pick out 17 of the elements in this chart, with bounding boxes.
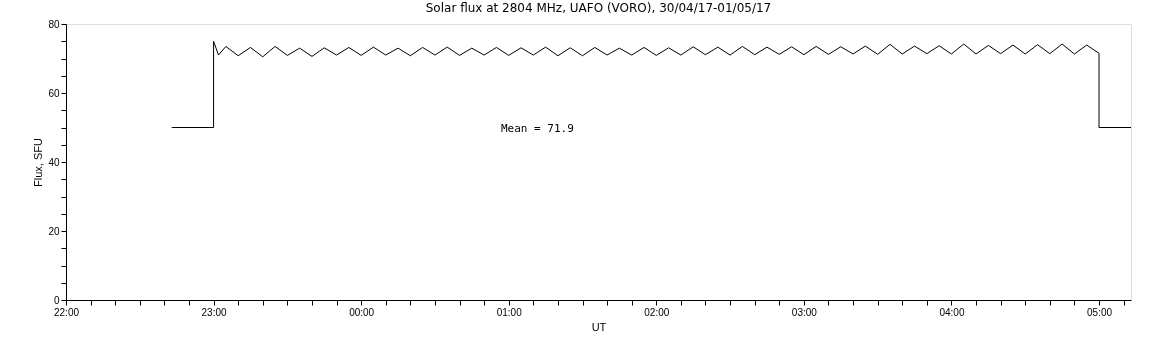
y-tick-label: 20 xyxy=(48,225,60,237)
x-tick-label: 02:00 xyxy=(644,306,670,318)
y-tick-label: 60 xyxy=(48,87,60,99)
y-tick-label: 0 xyxy=(53,294,60,306)
x-axis-title: UT xyxy=(591,320,607,333)
y-tick-label: 40 xyxy=(48,156,60,168)
x-tick-label: 04:00 xyxy=(939,306,965,318)
x-tick-label: 23:00 xyxy=(201,306,228,318)
y-tick-label: 80 xyxy=(48,18,60,30)
chart-title: Solar flux at 2804 MHz, UAFO (VORO), 30/04/17-01/05/17 xyxy=(425,1,772,15)
annotation: Mean = 71.9 xyxy=(501,122,574,135)
x-tick-label: 01:00 xyxy=(496,306,523,318)
y-axis-title: Flux, SFU xyxy=(32,138,45,187)
x-tick-label: 05:00 xyxy=(1087,306,1113,318)
x-tick-label: 22:00 xyxy=(53,306,80,318)
x-tick-label: 03:00 xyxy=(791,306,818,318)
x-tick-label: 00:00 xyxy=(349,306,375,318)
